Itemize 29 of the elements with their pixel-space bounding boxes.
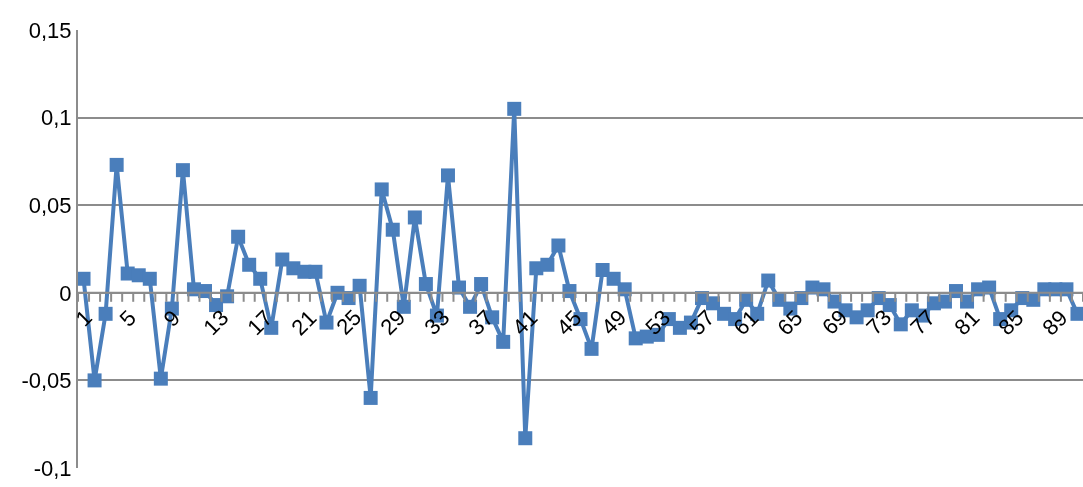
x-tick-label: 65: [772, 305, 808, 341]
y-tick-label: -0,1: [33, 455, 72, 481]
x-tick-label: 77: [905, 304, 941, 340]
x-tick-label: 57: [684, 304, 720, 340]
x-tick-label: 1: [70, 304, 97, 332]
x-tick-label: 73: [861, 304, 897, 340]
x-tick-label: 45: [551, 305, 587, 341]
x-tick-label: 69: [817, 304, 853, 340]
x-tick-label: 85: [993, 305, 1029, 341]
x-tick-label: 49: [596, 304, 632, 340]
x-tick-label: 25: [331, 304, 367, 340]
x-tick-label: 33: [419, 304, 455, 340]
y-tick-label: 0,15: [28, 17, 72, 43]
x-tick-label: 13: [198, 305, 234, 340]
y-tick-label: 0,05: [28, 192, 72, 218]
x-tick-label: 41: [507, 305, 543, 341]
x-tick-label: 21: [286, 305, 322, 341]
y-tick-label: -0,05: [21, 368, 72, 394]
x-tick-label: 9: [158, 305, 186, 332]
x-tick-label: 89: [1037, 305, 1073, 341]
y-tick-label: 0: [59, 280, 72, 306]
y-tick-label: 0,1: [41, 105, 72, 131]
x-tick-label: 81: [949, 304, 985, 340]
x-tick-label: 61: [728, 305, 764, 341]
x-tick-label: 53: [640, 304, 676, 340]
x-tick-label: 5: [114, 305, 142, 332]
x-tick-label: 29: [375, 304, 411, 340]
x-tick-label: 17: [242, 305, 278, 341]
x-tick-label: 37: [463, 305, 499, 341]
